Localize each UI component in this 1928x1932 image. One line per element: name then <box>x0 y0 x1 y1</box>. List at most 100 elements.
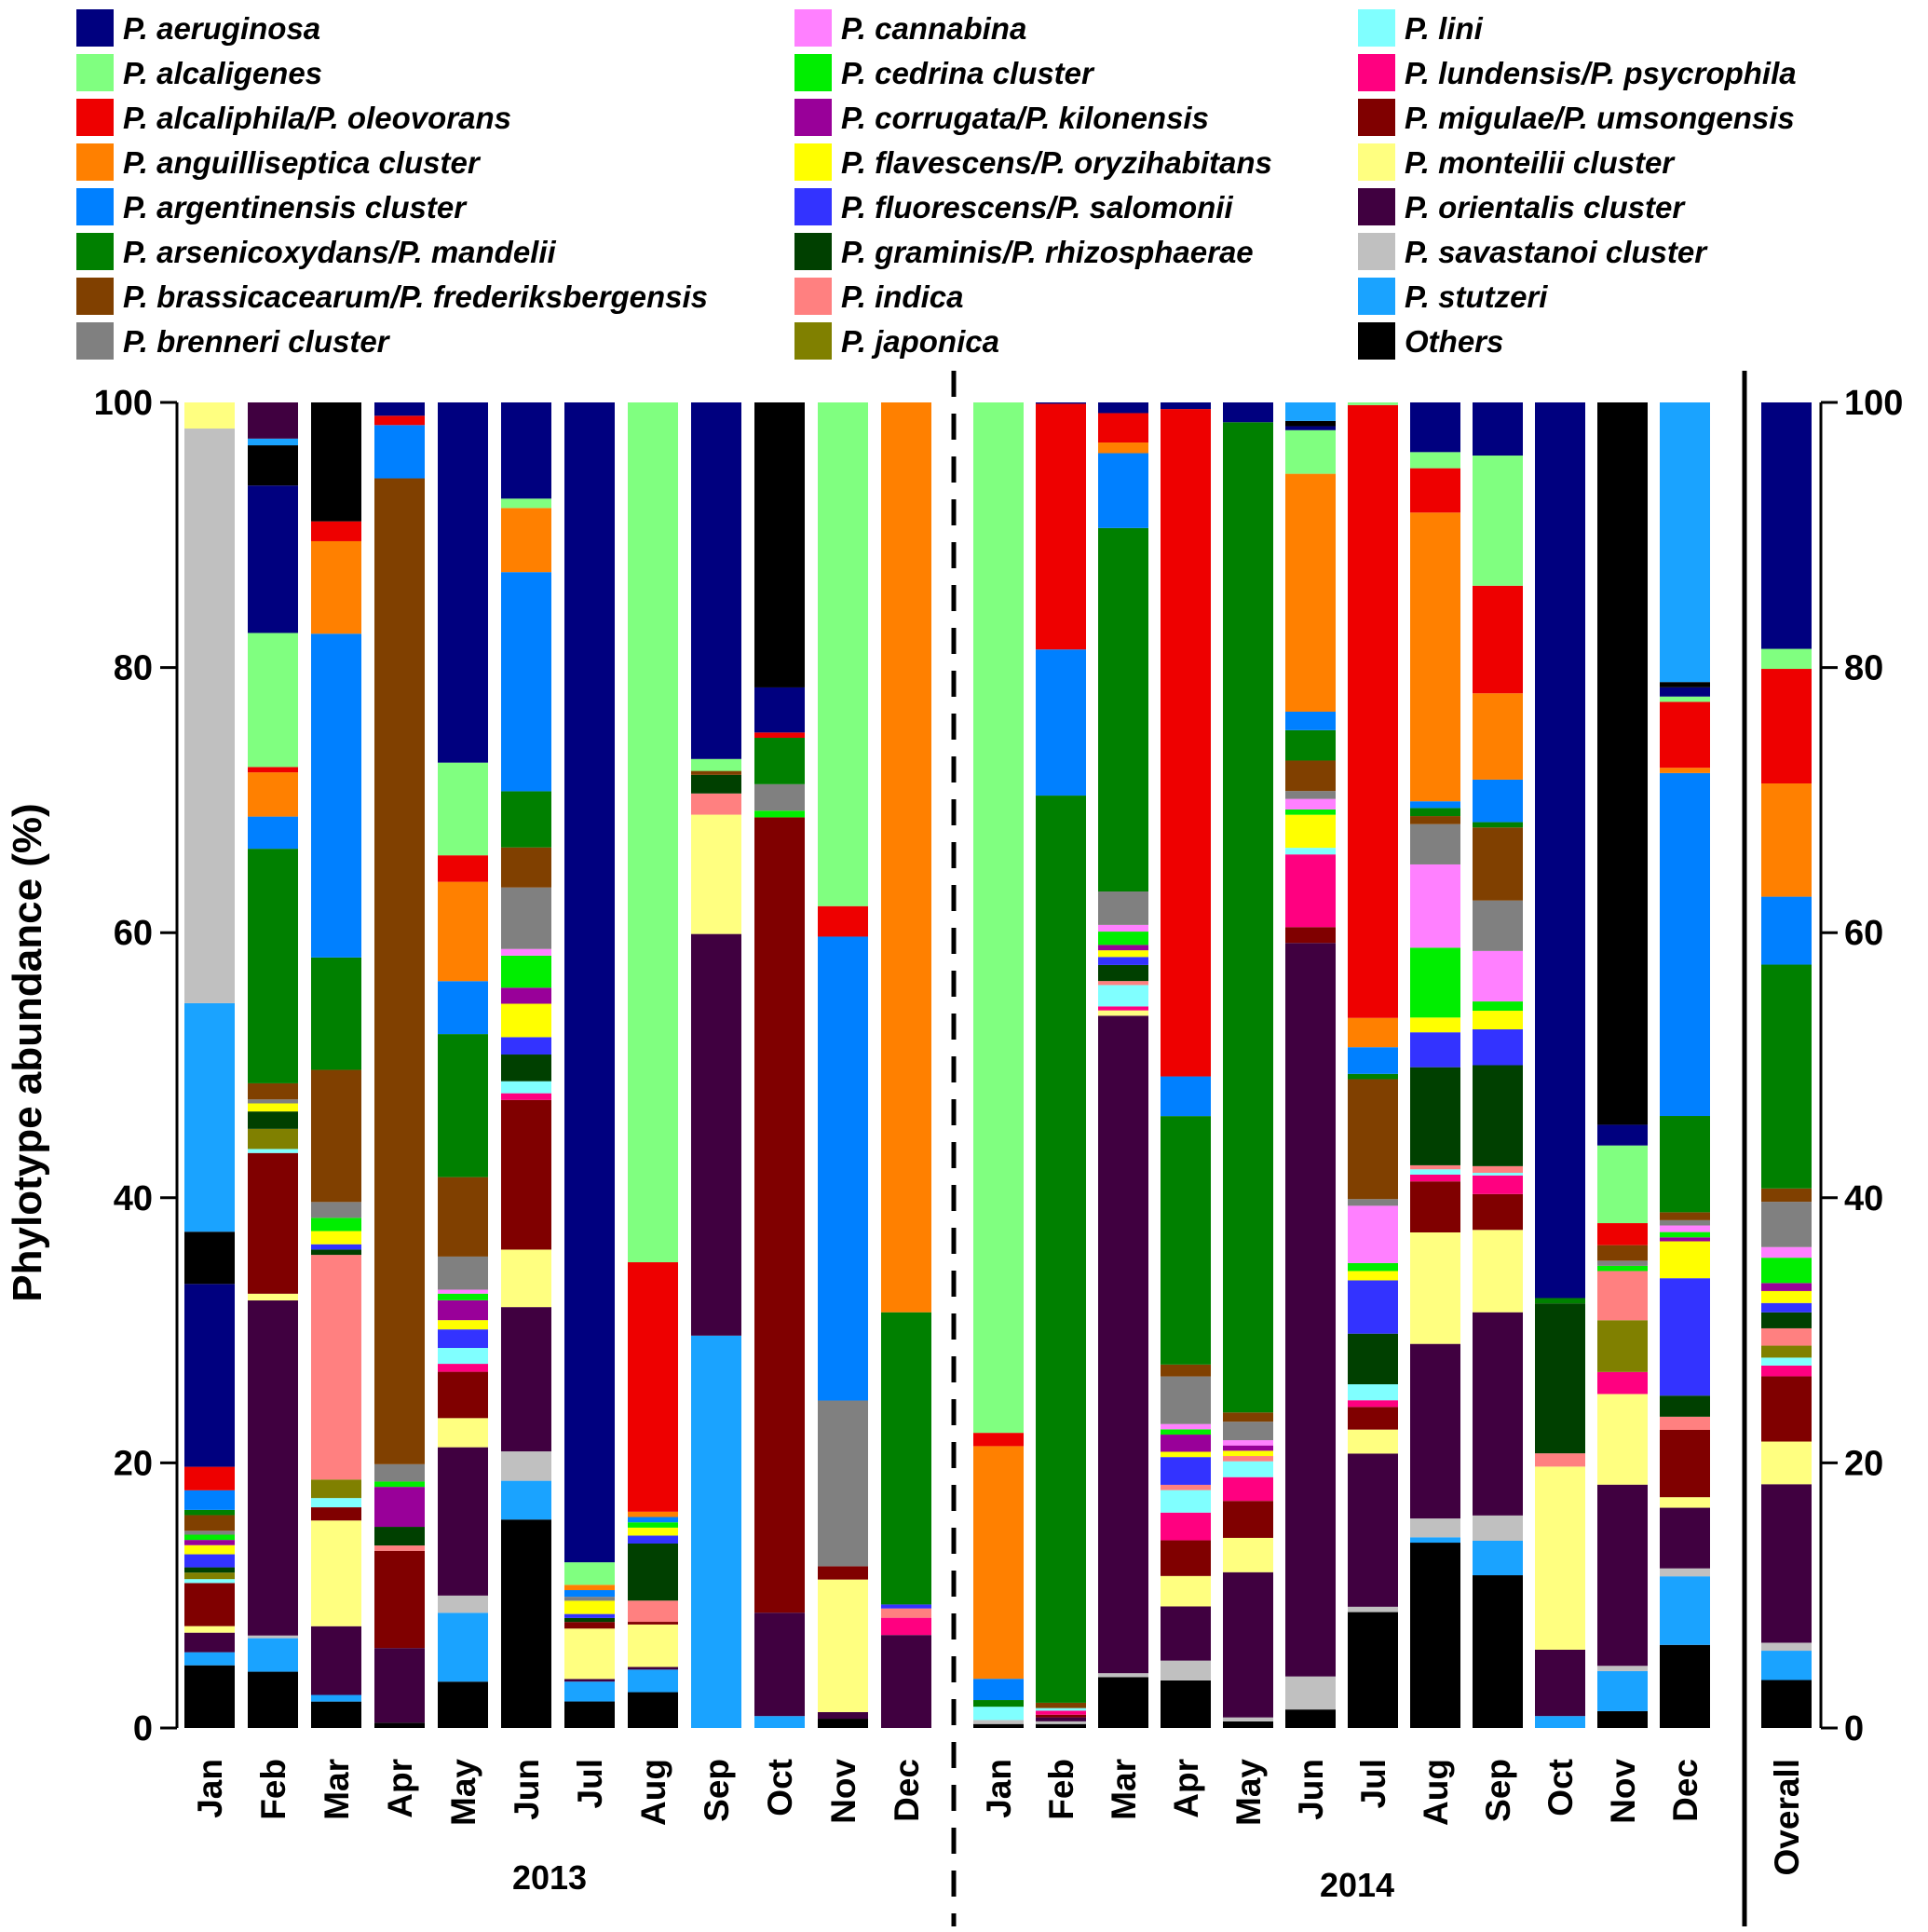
segment-p-lundensis-p-psycrophila <box>1473 1175 1523 1194</box>
segment-others <box>248 1671 298 1728</box>
segment-p-monteilii-cluster <box>1223 1537 1273 1572</box>
legend-swatch-p-monteilii-cluster <box>1358 143 1395 181</box>
segment-p-brassicacearum-p-frederiksbergensis <box>1348 1079 1398 1200</box>
segment-p-arsenicoxydans-p-mandelii <box>438 1034 488 1177</box>
segment-p-anguilliseptica-cluster <box>311 540 361 634</box>
segment-p-alcaligenes <box>248 633 298 768</box>
segment-p-lini <box>1285 848 1336 855</box>
bar-2013-oct <box>754 402 805 1728</box>
segment-p-indica <box>691 793 741 815</box>
segment-p-stutzeri <box>754 1716 805 1728</box>
segment-p-fluorescens-p-salomonii <box>1348 1280 1398 1334</box>
segment-p-monteilii-cluster <box>1761 1441 1812 1485</box>
segment-others <box>1597 1710 1648 1728</box>
segment-p-lini <box>1098 985 1148 1007</box>
segment-p-orientalis-cluster <box>1161 1606 1211 1661</box>
segment-p-migulae-p-umsongensis <box>1285 927 1336 944</box>
segment-p-lini <box>1161 1490 1211 1513</box>
segment-p-brenneri-cluster <box>818 1400 868 1567</box>
bar-2013-aug <box>628 402 678 1728</box>
segment-p-graminis-p-rhizosphaerae <box>184 1567 235 1573</box>
legend-label-p-savastanoi-cluster: P. savastanoi cluster <box>1405 235 1708 269</box>
x-label-2014-apr: Apr <box>1167 1759 1205 1818</box>
segment-others <box>438 1681 488 1728</box>
x-label-2013-may: May <box>444 1759 482 1826</box>
segment-p-brenneri-cluster <box>1660 1219 1710 1226</box>
segment-p-fluorescens-p-salomonii <box>881 1604 931 1609</box>
segment-others <box>1660 682 1710 687</box>
segment-p-monteilii-cluster <box>564 1628 615 1680</box>
segment-p-monteilii-cluster <box>691 814 741 934</box>
segment-others <box>248 445 298 486</box>
segment-p-argentinensis-cluster <box>1761 896 1812 965</box>
segment-p-orientalis-cluster <box>1535 1649 1585 1717</box>
segment-p-arsenicoxydans-p-mandelii <box>1161 1116 1211 1365</box>
segment-p-fluorescens-p-salomonii <box>1761 1302 1812 1313</box>
x-label-2013-mar: Mar <box>318 1759 356 1820</box>
bar-2013-dec <box>881 402 931 1728</box>
segment-others <box>1473 1575 1523 1728</box>
segment-p-flavescens-p-oryzihabitans <box>1223 1450 1273 1457</box>
segment-others <box>1098 1677 1148 1728</box>
segment-p-alcaliphila-p-oleovorans <box>973 1433 1024 1447</box>
segment-p-alcaliphila-p-oleovorans <box>184 1466 235 1490</box>
x-label-2013-jul: Jul <box>571 1759 609 1808</box>
legend-label-p-brassicacearum-p-frederiksbergensis: P. brassicacearum/P. frederiksbergensis <box>123 279 708 314</box>
segment-p-alcaligenes <box>973 402 1024 1434</box>
segment-p-aeruginosa <box>1597 1124 1648 1146</box>
legend-label-p-indica: P. indica <box>841 279 963 314</box>
segment-others <box>374 1722 425 1728</box>
segment-p-brassicacearum-p-frederiksbergensis <box>248 1082 298 1100</box>
year-label-2014: 2014 <box>1320 1866 1394 1904</box>
segment-p-aeruginosa <box>1223 402 1273 423</box>
segment-p-argentinensis-cluster <box>184 1490 235 1510</box>
segment-p-indica <box>881 1608 931 1618</box>
segment-p-brassicacearum-p-frederiksbergensis <box>691 770 741 775</box>
bar-2013-jun <box>501 402 551 1728</box>
segment-p-savastanoi-cluster <box>1223 1717 1273 1721</box>
segment-p-savastanoi-cluster <box>1285 1676 1336 1710</box>
segment-p-arsenicoxydans-p-mandelii <box>1410 808 1460 817</box>
segment-p-corrugata-p-kilonensis <box>1223 1445 1273 1451</box>
segment-p-monteilii-cluster <box>1161 1575 1211 1607</box>
segment-p-indica <box>311 1255 361 1480</box>
segment-p-cannabina <box>1161 1423 1211 1430</box>
segment-p-monteilii-cluster <box>818 1579 868 1712</box>
segment-p-lundensis-p-psycrophila <box>1410 1175 1460 1182</box>
legend-swatch-p-stutzeri <box>1358 278 1395 315</box>
segment-p-lundensis-p-psycrophila <box>881 1617 931 1636</box>
segment-p-argentinensis-cluster <box>973 1679 1024 1701</box>
segment-p-cedrina-cluster <box>1473 1001 1523 1012</box>
legend-swatch-p-migulae-p-umsongensis <box>1358 99 1395 136</box>
segment-p-lundensis-p-psycrophila <box>1098 1006 1148 1011</box>
segment-p-corrugata-p-kilonensis <box>1761 1283 1812 1291</box>
segment-p-indica <box>1410 1164 1460 1170</box>
segment-p-cedrina-cluster <box>1761 1258 1812 1284</box>
segment-p-graminis-p-rhizosphaerae <box>1410 1067 1460 1165</box>
segment-p-alcaliphila-p-oleovorans <box>754 732 805 739</box>
x-label-2014-aug: Aug <box>1417 1759 1455 1826</box>
segment-p-fluorescens-p-salomonii <box>1161 1457 1211 1485</box>
segment-p-fluorescens-p-salomonii <box>564 1613 615 1618</box>
segment-p-savastanoi-cluster <box>1761 1642 1812 1652</box>
segment-p-cannabina <box>1410 864 1460 948</box>
segment-p-monteilii-cluster <box>1098 1010 1148 1016</box>
segment-p-arsenicoxydans-p-mandelii <box>1660 1116 1710 1213</box>
segment-p-brenneri-cluster <box>248 1099 298 1104</box>
bar-2014-jan <box>973 402 1024 1728</box>
segment-p-indica <box>374 1545 425 1551</box>
segment-p-japonica <box>311 1479 361 1499</box>
segment-others <box>1761 1680 1812 1728</box>
segment-p-cannabina <box>1223 1440 1273 1446</box>
segment-p-stutzeri <box>184 1002 235 1232</box>
segment-others <box>1285 420 1336 427</box>
segment-p-anguilliseptica-cluster <box>501 508 551 573</box>
y-tick-label-left: 0 <box>133 1709 153 1748</box>
y-tick-label-right: 60 <box>1844 914 1883 953</box>
segment-p-cedrina-cluster <box>311 1218 361 1231</box>
segment-p-arsenicoxydans-p-mandelii <box>1223 422 1273 1413</box>
legend-swatch-p-indica <box>794 278 832 315</box>
segment-p-lini <box>1410 1169 1460 1176</box>
segment-p-savastanoi-cluster <box>1161 1660 1211 1680</box>
